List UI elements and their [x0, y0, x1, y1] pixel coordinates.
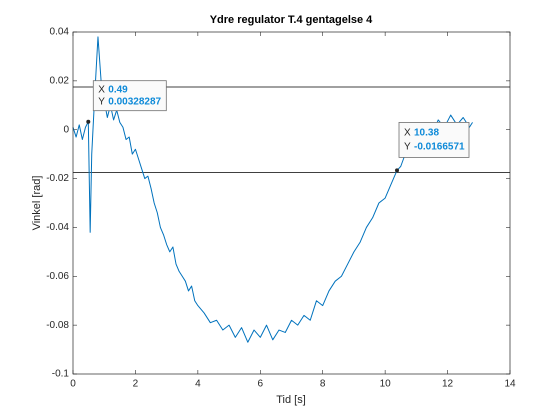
x-tick-label: 12: [442, 379, 454, 390]
y-tick-label: -0.08: [46, 320, 69, 331]
x-tick-label: 6: [258, 379, 264, 390]
axes-box: [72, 31, 511, 375]
data-tip-value: 10.38: [414, 128, 439, 139]
data-tip-key: X: [404, 128, 411, 139]
data-tip-box: [398, 122, 470, 158]
data-tip-key: X: [98, 84, 105, 95]
data-tip-box: [92, 80, 167, 112]
data-tip-marker: [86, 119, 91, 124]
data-tip: X 0.49Y 0.00328287: [86, 80, 167, 124]
chart-title: Ydre regulator T.4 gentagelse 4: [210, 14, 373, 26]
y-tick-label: 0.04: [50, 27, 70, 38]
data-tip: X 10.38Y -0.0166571: [395, 122, 470, 173]
data-tip-key: Y: [404, 142, 411, 153]
x-tick-label: 2: [133, 379, 139, 390]
y-tick-label: 0.02: [50, 75, 70, 86]
data-line: [72, 36, 473, 343]
data-tip-value: 0.49: [108, 84, 128, 95]
data-tip-marker: [395, 168, 400, 173]
data-tip-value: -0.0166571: [414, 142, 465, 153]
data-tip-value: 0.00328287: [108, 96, 161, 107]
y-tick-label: -0.02: [46, 173, 69, 184]
x-tick-label: 4: [195, 379, 201, 390]
x-tick-label: 10: [380, 379, 392, 390]
y-axis-label: Vinkel [rad]: [31, 176, 43, 231]
data-tip-key: Y: [98, 96, 105, 107]
x-axis-label: Tid [s]: [276, 394, 306, 406]
y-tick-label: 0: [63, 124, 69, 135]
y-tick-label: -0.1: [52, 369, 70, 380]
x-tick-label: 8: [320, 379, 326, 390]
y-tick-label: -0.04: [46, 222, 69, 233]
x-tick-label: 0: [70, 379, 76, 390]
x-tick-label: 14: [504, 379, 516, 390]
y-tick-label: -0.06: [46, 271, 69, 282]
